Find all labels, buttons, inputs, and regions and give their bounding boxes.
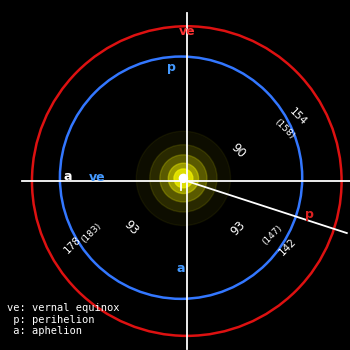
Text: ve: ve <box>89 171 105 184</box>
Text: 93: 93 <box>229 218 248 238</box>
Circle shape <box>179 174 188 182</box>
Text: (183): (183) <box>79 222 103 245</box>
Circle shape <box>168 163 198 194</box>
Text: ve: ve <box>178 25 195 38</box>
Text: 90: 90 <box>229 141 248 161</box>
Text: 154: 154 <box>287 106 308 128</box>
Text: (147): (147) <box>261 223 284 247</box>
Text: a: a <box>177 262 185 275</box>
Circle shape <box>174 169 193 188</box>
Circle shape <box>150 145 217 212</box>
Circle shape <box>136 131 231 225</box>
Text: a: a <box>63 169 72 182</box>
Text: 178: 178 <box>62 234 83 255</box>
Text: 142: 142 <box>277 236 298 257</box>
Text: ve: vernal equinox
 p: perihelion
 a: aphelion: ve: vernal equinox p: perihelion a: aphe… <box>7 303 119 336</box>
Text: 93: 93 <box>121 218 140 238</box>
Text: (158): (158) <box>273 117 296 141</box>
Text: p: p <box>305 208 314 221</box>
Text: p: p <box>167 61 175 74</box>
Circle shape <box>160 155 207 202</box>
